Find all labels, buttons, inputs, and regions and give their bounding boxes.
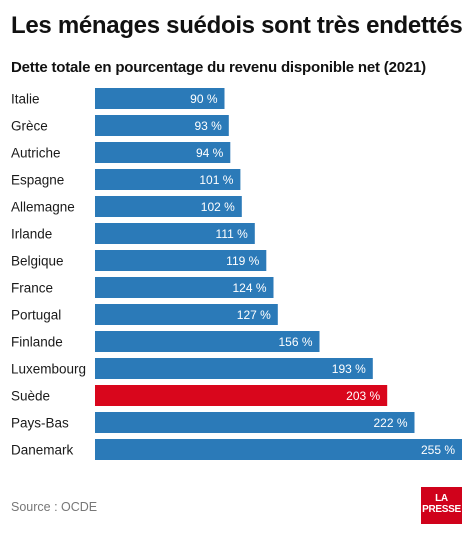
category-label: Irlande	[11, 227, 52, 242]
bar	[95, 223, 255, 244]
source-note: Source : OCDE	[11, 500, 98, 514]
bar	[95, 169, 241, 190]
value-label: 93 %	[194, 119, 222, 133]
value-label: 255 %	[421, 443, 455, 457]
category-label: Suède	[11, 389, 50, 404]
bar-chart: Italie 90 % Grèce 93 % Autriche 94 % Espagne 10…	[11, 88, 462, 460]
logo-line-1: LA	[435, 493, 448, 504]
category-label: Autriche	[11, 146, 61, 161]
value-label: 90 %	[190, 92, 218, 106]
bar	[95, 142, 231, 163]
category-label: Italie	[11, 92, 40, 107]
category-label: Belgique	[11, 254, 64, 269]
bar	[95, 331, 320, 352]
value-label: 111 %	[216, 227, 249, 241]
bar	[95, 115, 229, 136]
value-label: 193 %	[332, 362, 366, 376]
la-presse-logo: LA PRESSE	[421, 487, 462, 524]
bar	[95, 412, 415, 433]
value-label: 94 %	[196, 146, 224, 160]
category-label: France	[11, 281, 53, 296]
bar	[95, 277, 274, 298]
category-label: Allemagne	[11, 200, 75, 215]
category-label: Portugal	[11, 308, 61, 323]
bar	[95, 439, 462, 460]
value-label: 102 %	[201, 200, 235, 214]
logo-line-2: PRESSE	[422, 504, 461, 515]
value-label: 156 %	[278, 335, 312, 349]
chart-subtitle: Dette totale en pourcentage du revenu di…	[11, 59, 426, 76]
category-label: Espagne	[11, 173, 64, 188]
bar	[95, 358, 373, 379]
bar-highlight	[95, 385, 388, 406]
bar	[95, 196, 242, 217]
value-label: 222 %	[373, 416, 407, 430]
bar	[95, 88, 225, 109]
value-label: 203 %	[346, 389, 380, 403]
category-label: Luxembourg	[11, 362, 86, 377]
category-label: Grèce	[11, 119, 48, 134]
category-label: Danemark	[11, 443, 74, 458]
category-label: Pays-Bas	[11, 416, 69, 431]
bar	[95, 304, 278, 325]
bar	[95, 250, 267, 271]
category-label: Finlande	[11, 335, 63, 350]
value-label: 127 %	[237, 308, 271, 322]
chart-title: Les ménages suédois sont très endettés	[11, 12, 463, 39]
value-label: 119 %	[226, 254, 259, 268]
value-label: 124 %	[232, 281, 266, 295]
value-label: 101 %	[199, 173, 233, 187]
